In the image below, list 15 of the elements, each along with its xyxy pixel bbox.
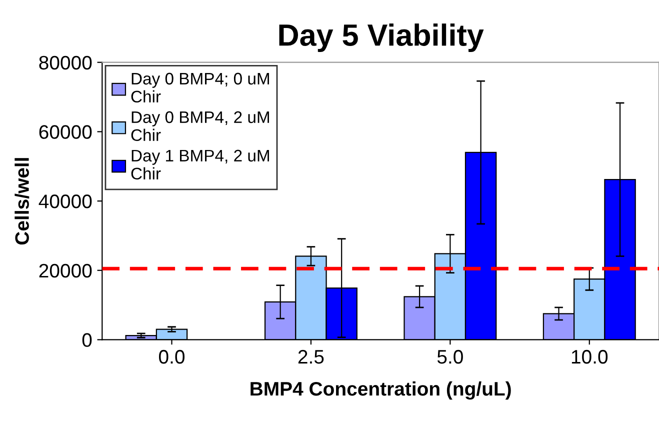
y-tick-label: 80000: [39, 56, 92, 70]
x-tick-label: 2.5: [298, 350, 324, 364]
legend-label: Day 1 BMP4, 2 uM Chir: [131, 150, 269, 180]
y-tick-label: 40000: [38, 194, 92, 208]
x-tick-label: 0.0: [159, 350, 185, 364]
x-tick-label: 10.0: [572, 350, 608, 364]
x-axis-title: BMP4 Concentration (ng/uL): [250, 381, 511, 400]
legend-label: Day 0 BMP4, 2 uM Chir: [131, 111, 269, 142]
x-tick-label: 5.0: [437, 350, 463, 364]
y-tick-label: 20000: [39, 264, 92, 278]
y-tick-label: 0: [82, 333, 92, 347]
y-tick-label: 60000: [39, 125, 92, 139]
chart-title: Day 5 Viability: [279, 24, 484, 52]
y-axis-title: Cells/well: [14, 158, 30, 245]
legend-label: Day 0 BMP4; 0 uM Chir: [131, 72, 269, 103]
